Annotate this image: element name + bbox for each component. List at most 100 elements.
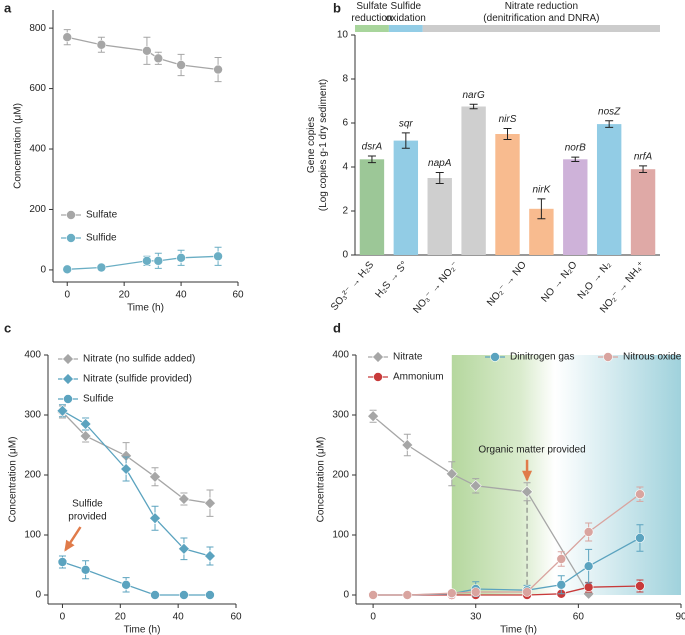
marker (583, 582, 594, 593)
marker (96, 39, 107, 50)
y-tick-label: 4 (342, 162, 348, 173)
marker (79, 418, 92, 430)
legend-label: Ammonium (393, 372, 444, 383)
x-tick-label: 30 (470, 612, 482, 623)
x-tick-label: 60 (573, 612, 585, 623)
phase-shading (451, 355, 681, 595)
marker (153, 53, 164, 64)
marker (470, 587, 481, 597)
y-tick-label: 2 (342, 206, 348, 217)
series-line (373, 493, 641, 596)
annotation: Sulfide provided (68, 498, 106, 522)
y-tick-label: 0 (40, 265, 46, 276)
gene-label: nirS (499, 114, 517, 125)
process-band (388, 25, 423, 32)
x-tick-label: 60 (230, 612, 242, 623)
bar (495, 134, 520, 255)
y-tick-label: 200 (24, 470, 41, 481)
marker (635, 489, 645, 500)
gene-label: nrfA (634, 152, 653, 163)
marker (66, 210, 76, 220)
marker (402, 590, 413, 600)
x-tick-label: 20 (115, 612, 127, 623)
x-tick-label: 90 (675, 612, 685, 623)
reaction-label: NO₂⁻ → NO (485, 259, 529, 308)
reaction-label: SO₃²⁻ → H₂S (329, 259, 377, 313)
gene-label: narG (462, 90, 484, 101)
x-tick-label: 40 (176, 290, 188, 301)
marker (213, 251, 223, 262)
panel-label: c (4, 320, 11, 335)
panel-label: a (4, 0, 12, 15)
marker (635, 533, 645, 543)
process-label: Nitrate reduction (denitrification and DN… (483, 1, 599, 24)
y-tick-label: 8 (342, 74, 348, 85)
y-tick-label: 200 (332, 470, 349, 481)
y-tick-label: 400 (29, 144, 46, 155)
y-tick-label: 400 (332, 350, 349, 361)
marker (556, 579, 567, 590)
bar (393, 140, 419, 255)
marker (367, 410, 380, 423)
y-tick-label: 600 (29, 83, 46, 94)
marker (213, 64, 223, 75)
marker (446, 588, 457, 599)
error-bar (469, 103, 478, 110)
bar (596, 124, 622, 255)
panel-label: d (333, 320, 341, 335)
marker (556, 554, 567, 564)
legend-label: Nitrous oxide (623, 352, 682, 363)
marker (205, 590, 215, 600)
gene-label: norB (565, 143, 586, 154)
marker (401, 439, 414, 451)
error-bar (503, 128, 512, 140)
marker (56, 404, 69, 417)
legend-label: Nitrate (sulfide provided) (83, 374, 192, 385)
process-label: Sulfate reduction (351, 1, 392, 24)
x-tick-label: 40 (173, 612, 185, 623)
y-tick-label: 0 (35, 590, 41, 601)
y-axis-label: Concentration (μM) (316, 437, 327, 523)
marker (603, 352, 613, 362)
legend-label: Sulfide (83, 394, 114, 405)
marker (63, 394, 73, 404)
marker (120, 463, 133, 475)
x-tick-label: 60 (232, 290, 244, 301)
marker (121, 579, 131, 590)
y-tick-label: 6 (342, 118, 348, 129)
marker (204, 550, 216, 562)
error-bar (571, 156, 580, 162)
y-tick-label: 800 (29, 23, 46, 34)
x-axis-label: Time (h) (124, 625, 161, 635)
marker (178, 542, 190, 555)
y-tick-label: 200 (29, 204, 46, 215)
error-bar (435, 172, 444, 184)
process-band (422, 25, 660, 32)
marker (372, 351, 384, 363)
marker (179, 590, 189, 600)
marker (635, 581, 645, 591)
marker (204, 497, 216, 510)
legend-label: Nitrate (393, 352, 423, 363)
marker (62, 264, 73, 275)
x-tick-label: 0 (370, 612, 376, 623)
reaction-label: H₂S → S° (373, 260, 410, 301)
marker (469, 479, 482, 492)
bar (630, 169, 656, 255)
y-tick-label: 0 (342, 250, 348, 261)
marker (149, 470, 161, 483)
y-tick-label: 300 (24, 410, 41, 421)
error-bar (605, 120, 614, 128)
annotation: Organic matter provided (478, 444, 585, 455)
gene-label: napA (428, 158, 452, 169)
marker (149, 512, 161, 525)
y-tick-label: 100 (24, 530, 41, 541)
gene-label: nosZ (598, 106, 621, 117)
error-bar (367, 155, 376, 164)
error-bar (639, 165, 648, 173)
process-label: Sulfide oxidation (386, 1, 426, 24)
marker (583, 527, 594, 537)
bar (563, 159, 588, 255)
marker (66, 233, 76, 243)
marker (176, 60, 186, 70)
